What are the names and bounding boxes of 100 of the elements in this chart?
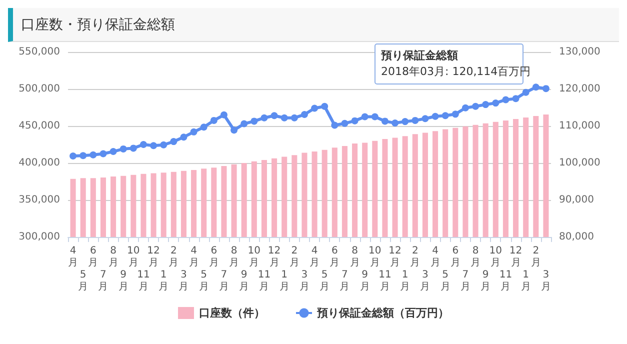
y-tick-label: 500,000: [18, 84, 60, 94]
x-tick-label: 3月: [178, 270, 189, 292]
x-tick-label: 9月: [480, 270, 491, 292]
point: [270, 112, 278, 120]
annotation: 預り保証金総額: [380, 49, 458, 62]
x-tick-label: 3月: [299, 270, 310, 292]
point: [422, 115, 429, 122]
x-tick-label: 4月: [188, 246, 199, 268]
point: [381, 118, 388, 125]
x-tick-label: 12月: [147, 246, 160, 268]
point: [351, 117, 358, 124]
y2-tick-label: 120,000: [559, 84, 600, 94]
x-tick-label: 11月: [499, 270, 512, 292]
point: [130, 144, 137, 152]
x-tick-label: 1月: [520, 270, 531, 292]
point: [502, 96, 510, 104]
x-tick-label: 9月: [360, 270, 370, 292]
chart-title: 口座数・預り保証金総額: [8, 8, 619, 42]
x-tick-label: 8月: [470, 246, 481, 268]
x-tick-label: 6月: [450, 246, 460, 268]
x-tick-label: 11月: [137, 270, 150, 292]
x-tick-label: 11月: [258, 270, 271, 292]
x-tick-label: 5月: [440, 270, 450, 292]
annotation: 2018年03月: 120,114百万円: [381, 65, 531, 78]
x-tick-label: 10月: [368, 246, 382, 268]
point: [100, 150, 107, 158]
x-tick-label: 10月: [489, 246, 502, 268]
point: [180, 134, 188, 141]
x-tick-label: 5月: [78, 270, 88, 292]
point: [90, 151, 97, 158]
point: [210, 116, 218, 124]
x-tick-label: 4月: [310, 246, 320, 268]
x-tick-label: 1月: [158, 270, 169, 292]
point: [70, 152, 77, 160]
point: [412, 116, 419, 124]
point: [331, 122, 338, 129]
point: [190, 128, 198, 136]
x-tick-label: 2月: [530, 246, 541, 268]
y2-tick-label: 90,000: [559, 194, 594, 206]
point: [170, 138, 178, 146]
x-tick-label: 10月: [248, 246, 261, 268]
x-tick-label: 7月: [460, 270, 470, 292]
y-tick-label: 300,000: [18, 232, 60, 242]
x-tick-label: 12月: [388, 246, 402, 268]
point: [462, 104, 469, 112]
legend-label: 口座数（件）: [199, 306, 265, 320]
x-tick-label: 2月: [289, 246, 300, 268]
x-tick-label: 3月: [540, 270, 551, 292]
x-tick-label: 4月: [430, 246, 440, 268]
point: [361, 113, 368, 120]
point: [200, 124, 208, 131]
point: [120, 145, 127, 152]
x-tick-label: 2月: [410, 246, 420, 268]
x-tick-label: 11月: [378, 270, 392, 292]
x-tick-label: 12月: [268, 246, 281, 268]
point: [532, 84, 540, 91]
x-tick-label: 7月: [218, 270, 229, 292]
x-tick-label: 8月: [229, 246, 240, 268]
y-tick-label: 350,000: [18, 194, 60, 206]
x-tick-label: 6月: [330, 246, 340, 268]
point: [542, 85, 550, 92]
point: [230, 126, 238, 134]
point: [482, 101, 490, 108]
point: [160, 141, 168, 148]
point: [150, 142, 158, 150]
point: [300, 111, 308, 118]
x-tick-label: 3月: [420, 270, 430, 292]
point: [240, 120, 248, 128]
point: [260, 114, 268, 122]
point: [110, 148, 117, 156]
y2-tick-label: 80,000: [559, 232, 594, 242]
y2-tick-label: 130,000: [559, 46, 600, 58]
point: [321, 102, 328, 110]
x-tick-label: 8月: [108, 246, 118, 268]
x-tick-label: 10月: [127, 246, 140, 268]
x-tick-label: 5月: [320, 270, 330, 292]
x-tick-label: 9月: [118, 270, 128, 292]
x-tick-label: 8月: [350, 246, 360, 268]
x-tick-label: 1月: [279, 270, 290, 292]
x-tick-label: 6月: [208, 246, 219, 268]
point: [392, 120, 399, 127]
point: [341, 120, 348, 127]
x-tick-label: 12月: [509, 246, 522, 268]
point: [311, 104, 318, 112]
x-tick-label: 4月: [68, 246, 78, 268]
point: [452, 110, 459, 118]
point: [371, 113, 378, 120]
point: [280, 114, 288, 122]
point: [472, 102, 480, 110]
point: [432, 112, 439, 120]
point: [220, 111, 228, 118]
point: [512, 95, 520, 102]
x-tick-label: 1月: [400, 270, 410, 292]
x-tick-label: 9月: [239, 270, 250, 292]
point: [140, 141, 147, 148]
x-tick-label: 7月: [98, 270, 108, 292]
y2-tick-label: 110,000: [559, 120, 600, 132]
point: [80, 152, 87, 160]
point: [402, 118, 409, 126]
x-tick-label: 7月: [340, 270, 350, 292]
